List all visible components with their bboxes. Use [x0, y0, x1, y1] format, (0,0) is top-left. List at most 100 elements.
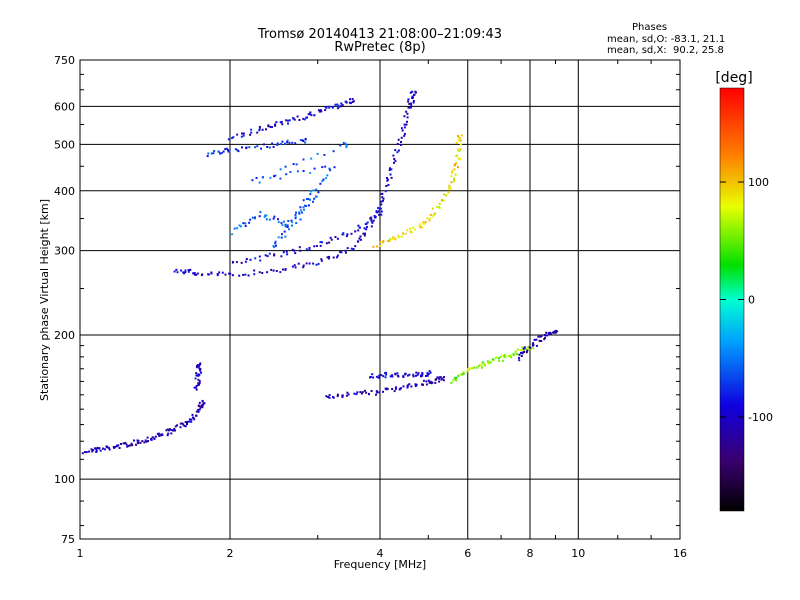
- echo-point: [386, 239, 389, 242]
- echo-point: [359, 235, 362, 238]
- y-tick-label: 75: [61, 533, 75, 546]
- echo-point: [501, 354, 504, 357]
- echo-point: [454, 162, 457, 165]
- echo-point: [298, 212, 301, 215]
- echo-point: [281, 223, 284, 226]
- echo-point: [346, 247, 349, 250]
- echo-point: [161, 433, 164, 436]
- echo-point: [242, 132, 245, 135]
- chart-title: Tromsø 20140413 21:08:00–21:09:43: [257, 27, 503, 42]
- echo-point: [291, 248, 294, 251]
- echo-point: [389, 375, 392, 378]
- echo-point: [220, 152, 223, 155]
- echo-point: [442, 379, 445, 382]
- echo-point: [274, 174, 277, 177]
- echo-point: [281, 140, 284, 143]
- echo-point: [365, 391, 368, 394]
- echo-point: [305, 248, 308, 251]
- echo-point: [391, 374, 394, 377]
- echo-point: [294, 252, 297, 255]
- echo-point: [279, 142, 282, 145]
- echo-point: [319, 109, 322, 112]
- echo-point: [375, 375, 378, 378]
- echo-point: [459, 373, 462, 376]
- echo-point: [198, 381, 201, 384]
- echo-point: [377, 376, 380, 379]
- echo-point: [410, 231, 413, 234]
- echo-point: [277, 218, 279, 221]
- echo-point: [184, 269, 187, 272]
- echo-point: [359, 226, 361, 229]
- echo-point: [199, 363, 201, 366]
- echo-point: [393, 390, 396, 393]
- echo-point: [487, 362, 490, 365]
- echo-point: [376, 245, 379, 248]
- echo-point: [167, 432, 170, 435]
- echo-point: [378, 207, 381, 210]
- y-tick-label: 750: [54, 54, 75, 67]
- echo-point: [198, 364, 201, 367]
- echo-point: [287, 122, 289, 125]
- echo-point: [523, 346, 526, 349]
- echo-point: [385, 185, 388, 187]
- echo-point: [334, 103, 337, 106]
- echo-point: [325, 395, 328, 398]
- echo-point: [127, 444, 130, 447]
- echo-point: [103, 448, 106, 451]
- echo-point: [328, 241, 331, 244]
- echo-point: [241, 132, 243, 135]
- echo-point: [248, 221, 251, 224]
- echo-point: [226, 147, 228, 150]
- echo-point: [346, 233, 349, 236]
- echo-point: [539, 335, 542, 338]
- echo-point: [309, 171, 312, 174]
- echo-point: [234, 148, 237, 151]
- echo-point: [365, 228, 368, 231]
- echo-point: [389, 173, 392, 176]
- echo-point: [173, 427, 176, 430]
- echo-point: [519, 348, 522, 351]
- echo-point: [282, 251, 285, 254]
- echo-point: [428, 219, 431, 222]
- echo-point: [352, 248, 355, 251]
- echo-point: [426, 371, 429, 374]
- echo-point: [378, 374, 381, 377]
- echo-point: [429, 213, 432, 216]
- echo-point: [380, 213, 383, 216]
- echo-point: [359, 238, 362, 241]
- echo-point: [395, 386, 397, 389]
- echo-point: [272, 217, 275, 220]
- echo-point: [456, 148, 459, 151]
- echo-point: [192, 272, 195, 275]
- echo-point: [380, 207, 382, 210]
- echo-point: [491, 358, 494, 361]
- echo-point: [298, 246, 301, 249]
- x-tick-label: 8: [527, 547, 534, 560]
- echo-point: [179, 422, 182, 425]
- echo-point: [454, 173, 457, 176]
- x-axis-label: Frequency [MHz]: [334, 558, 426, 571]
- echo-point: [269, 125, 272, 128]
- echo-point: [518, 356, 520, 359]
- echo-point: [532, 344, 535, 346]
- echo-point: [186, 423, 188, 425]
- echo-point: [554, 331, 557, 334]
- echo-point: [458, 150, 461, 153]
- echo-point: [438, 377, 440, 380]
- echo-point: [288, 228, 290, 231]
- echo-point: [129, 444, 132, 447]
- echo-point: [400, 136, 403, 139]
- echo-point: [231, 137, 233, 140]
- echo-point: [99, 449, 102, 452]
- echo-point: [362, 232, 365, 235]
- echo-point: [354, 230, 357, 233]
- echo-point: [364, 389, 366, 392]
- y-tick-label: 400: [54, 185, 75, 198]
- echo-point: [326, 256, 329, 259]
- echo-point: [287, 119, 289, 122]
- echo-point: [294, 142, 297, 145]
- echo-point: [396, 151, 399, 154]
- echo-point: [460, 134, 463, 137]
- echo-point: [370, 390, 373, 392]
- echo-point: [266, 255, 269, 258]
